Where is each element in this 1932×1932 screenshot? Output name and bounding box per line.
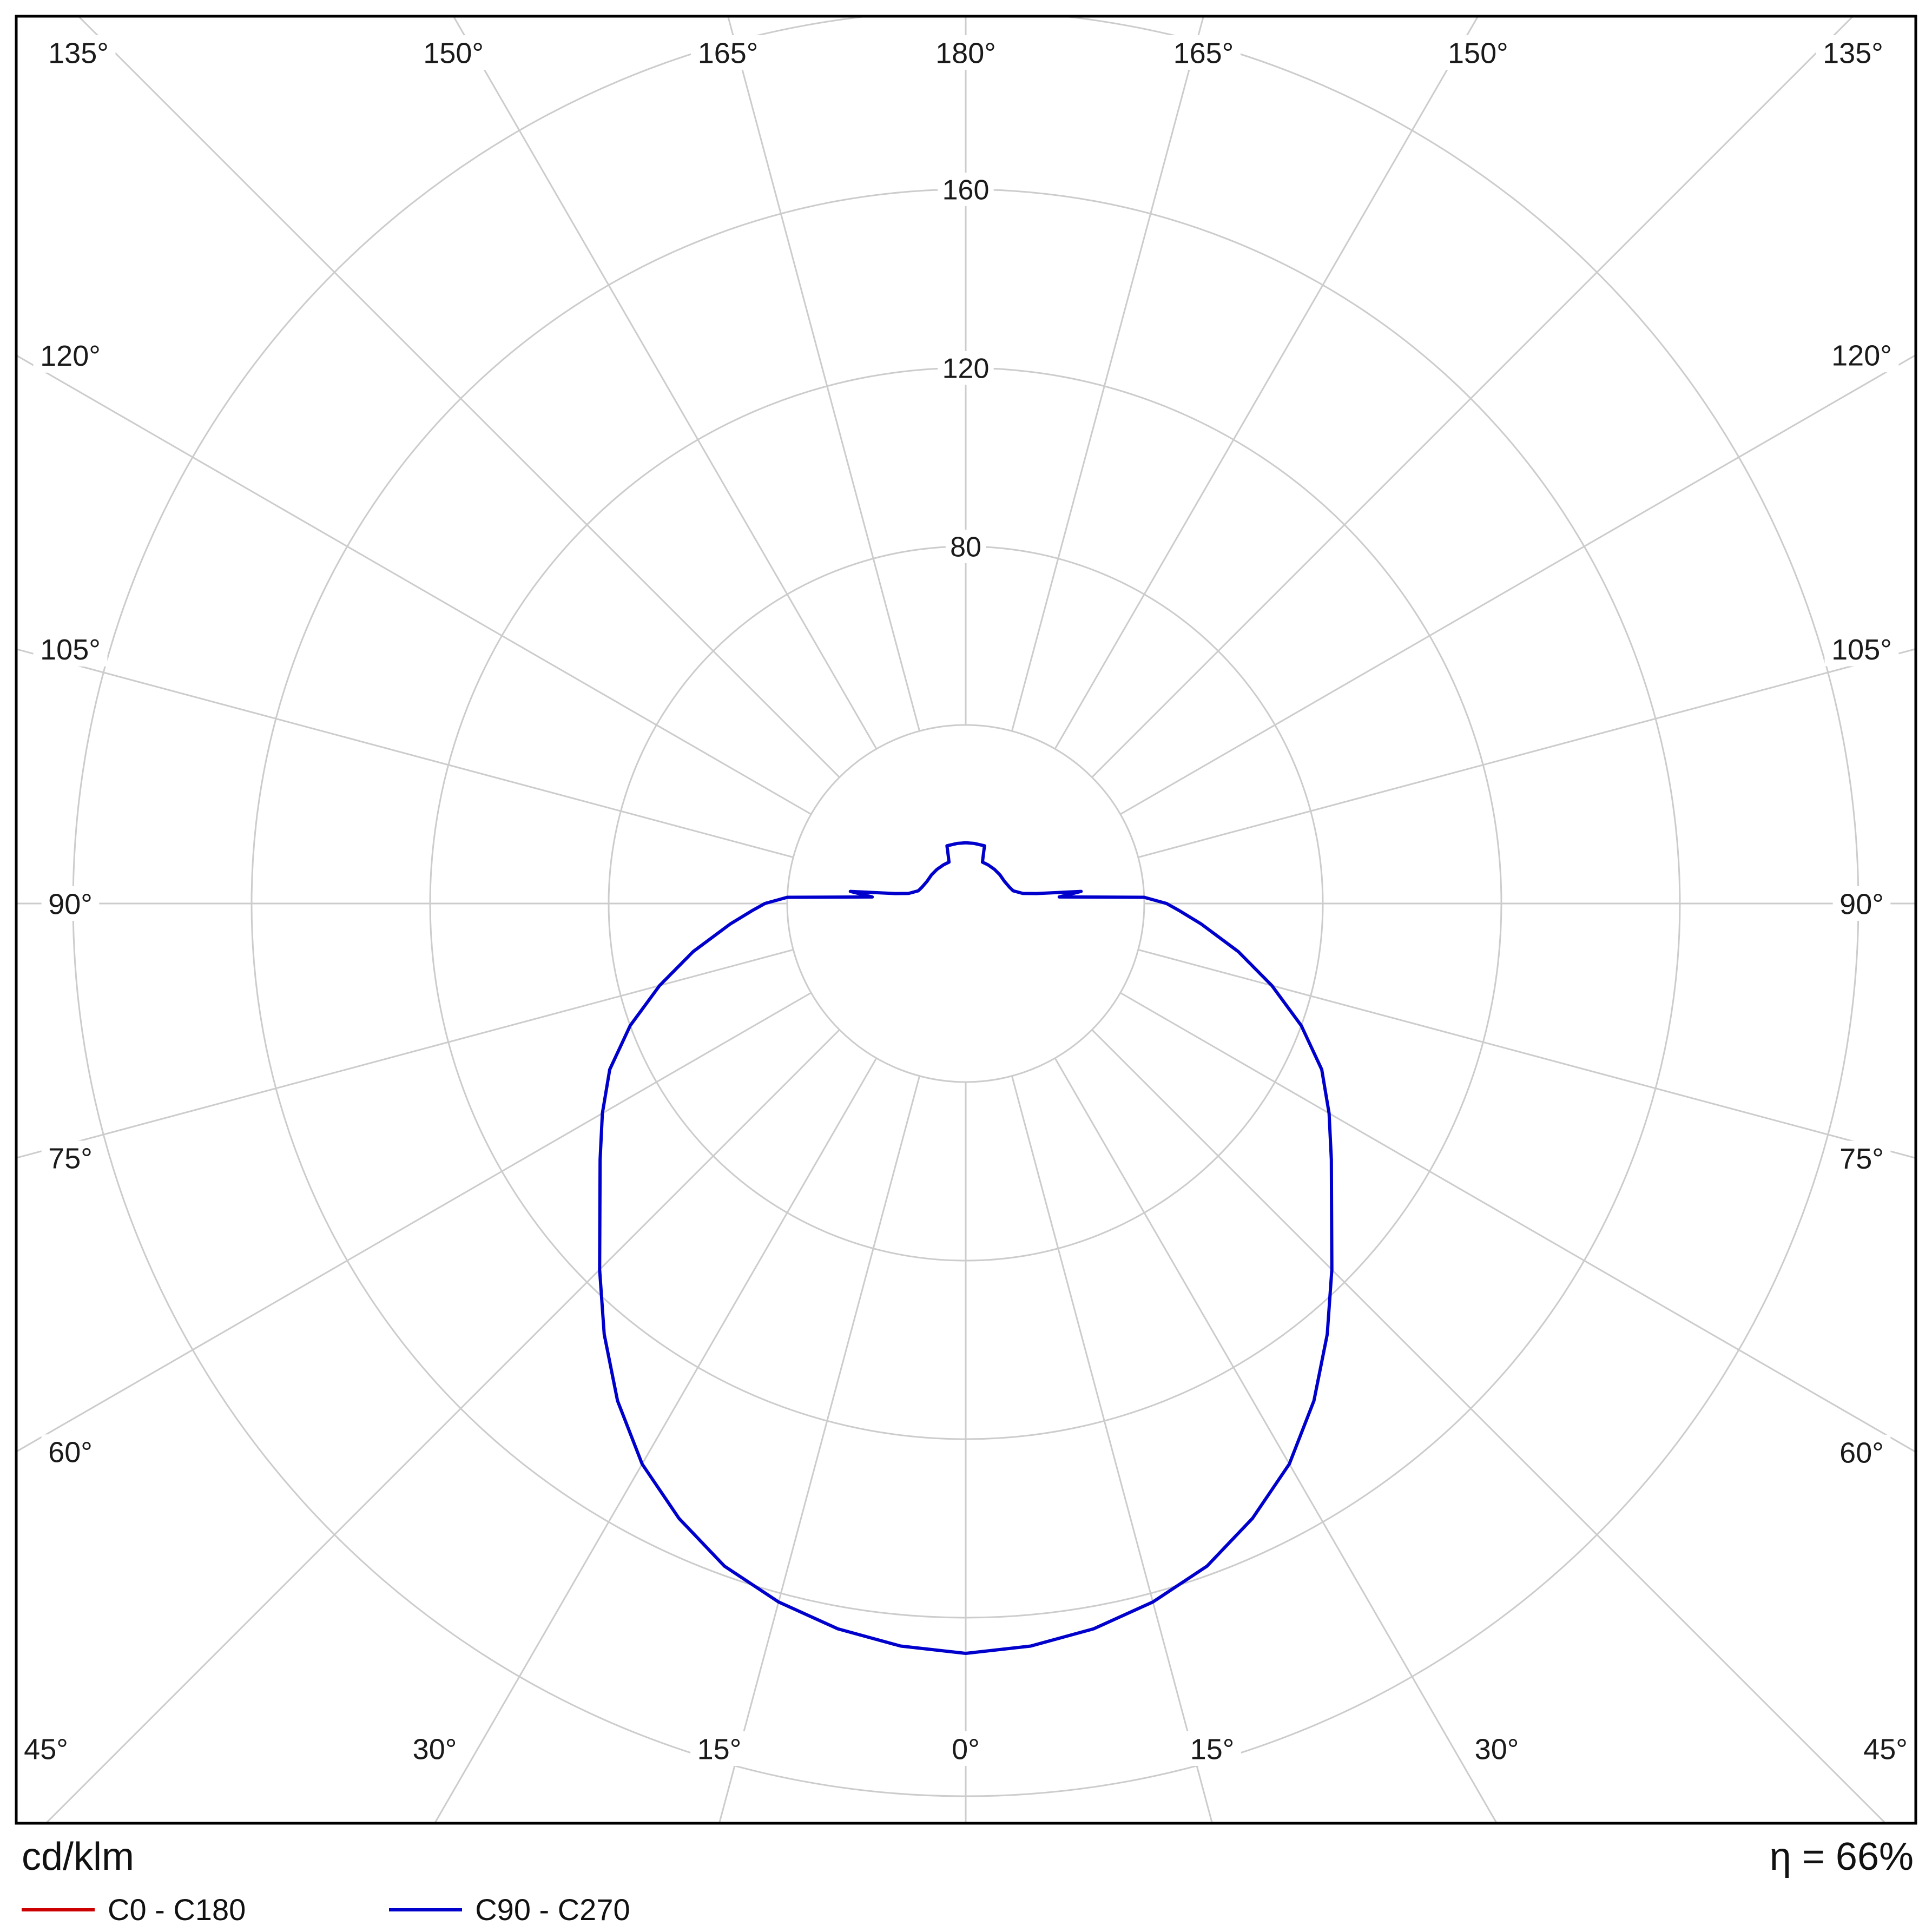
angle-label-180: 180° (935, 37, 996, 69)
grid-spoke-165 (1011, 16, 1204, 731)
ring-label-120-bg (938, 351, 994, 385)
grid-spoke-120 (1120, 354, 1916, 815)
angle-label-75-mirror: 75° (48, 1143, 93, 1175)
angle-label-105-mirror-bg (33, 631, 108, 667)
grid-spoke-300 (16, 992, 812, 1453)
angle-label-150-bg (1441, 35, 1515, 70)
angle-label-90: 90° (1839, 888, 1884, 920)
grid-spoke-225 (77, 16, 840, 778)
angle-label-120-mirror-bg (33, 338, 108, 373)
angle-label-165: 165° (1173, 37, 1234, 69)
legend-swatch-c0-c180 (22, 1908, 95, 1911)
series-curve-c90-c270 (598, 841, 1334, 1655)
angle-label-30: 30° (1475, 1733, 1519, 1765)
angle-label-120-mirror: 120° (40, 340, 101, 372)
angle-label-60: 60° (1839, 1436, 1884, 1469)
chart-footer: cd/klm η = 66% C0 - C180 C90 - C270 (16, 1831, 1916, 1932)
angle-label-15-mirror: 15° (697, 1733, 742, 1765)
grid-spoke-105 (1138, 648, 1916, 859)
angle-label-45-mirror-bg (17, 1731, 75, 1766)
angle-label-150-mirror: 150° (423, 37, 484, 69)
angle-label-60-mirror: 60° (48, 1436, 93, 1469)
grid-spoke-60 (1120, 992, 1916, 1453)
ring-label-80-bg (945, 530, 986, 563)
plot-border (15, 15, 1917, 1825)
angle-label-60-bg (1832, 1434, 1891, 1469)
angle-label-15: 15° (1190, 1733, 1235, 1765)
angle-label-105-bg (1824, 631, 1899, 667)
grid-spoke-15 (1011, 1076, 1214, 1823)
angle-label-135-mirror: 135° (48, 37, 109, 69)
grid-spoke-315 (44, 1029, 840, 1823)
grid-spoke-75 (1138, 948, 1916, 1159)
angle-label-165-bg (1166, 35, 1241, 70)
grid-spoke-210 (452, 16, 878, 749)
angle-label-0-bg (945, 1731, 987, 1766)
grid-spoke-195 (727, 16, 921, 731)
grid-spoke-150 (1054, 16, 1479, 749)
efficiency-value: η = 66% (1769, 1835, 1914, 1878)
grid-spoke-240 (16, 354, 812, 815)
ring-label-80: 80 (950, 532, 981, 563)
units-label: cd/klm (22, 1835, 135, 1878)
angle-label-45: 45° (1863, 1733, 1908, 1765)
angle-label-120-bg (1824, 338, 1899, 373)
angle-label-165-mirror-bg (691, 35, 766, 70)
angle-label-15-bg (1183, 1731, 1241, 1766)
angle-label-75-bg (1832, 1140, 1891, 1176)
legend-label-c90-c270: C90 - C270 (475, 1893, 630, 1927)
angle-label-30-bg (1468, 1731, 1526, 1766)
legend: C0 - C180 C90 - C270 (22, 1892, 630, 1927)
angle-label-120: 120° (1831, 340, 1892, 372)
grid-spoke-285 (16, 948, 794, 1159)
angle-label-90-mirror-bg (41, 886, 100, 921)
angle-label-135: 135° (1823, 37, 1883, 69)
angle-label-165-mirror: 165° (698, 37, 759, 69)
angle-label-75-mirror-bg (41, 1140, 100, 1176)
angle-label-30-mirror: 30° (413, 1733, 457, 1765)
angle-label-135-mirror-bg (41, 35, 116, 70)
angle-label-45-bg (1856, 1731, 1915, 1766)
angle-label-105-mirror: 105° (40, 634, 101, 666)
ring-label-160: 160 (942, 175, 990, 206)
grid-spoke-330 (433, 1058, 878, 1823)
grid-spoke-135 (1091, 16, 1855, 778)
angle-label-150-mirror-bg (416, 35, 491, 70)
ring-label-120: 120 (942, 353, 990, 385)
legend-label-c0-c180: C0 - C180 (108, 1893, 246, 1927)
angle-label-90-mirror: 90° (48, 888, 93, 920)
grid-spoke-255 (16, 648, 794, 859)
angle-label-105: 105° (1831, 634, 1892, 666)
angle-label-15-mirror-bg (690, 1731, 748, 1766)
angle-label-180-bg (928, 35, 1003, 70)
grid-spoke-45 (1091, 1029, 1887, 1823)
angle-label-135-bg (1816, 35, 1890, 70)
angle-label-60-mirror-bg (41, 1434, 100, 1469)
angle-label-30-mirror-bg (406, 1731, 464, 1766)
angle-label-45-mirror: 45° (24, 1733, 68, 1765)
angle-label-0: 0° (952, 1733, 980, 1765)
grid-spoke-345 (718, 1076, 921, 1823)
angle-label-150: 150° (1448, 37, 1508, 69)
angle-label-75: 75° (1839, 1143, 1884, 1175)
grid-spoke-30 (1054, 1058, 1498, 1823)
ring-label-160-bg (938, 173, 994, 206)
grid-ring-40 (786, 724, 1145, 1083)
angle-label-90-bg (1832, 886, 1891, 921)
legend-swatch-c90-c270 (389, 1908, 463, 1911)
